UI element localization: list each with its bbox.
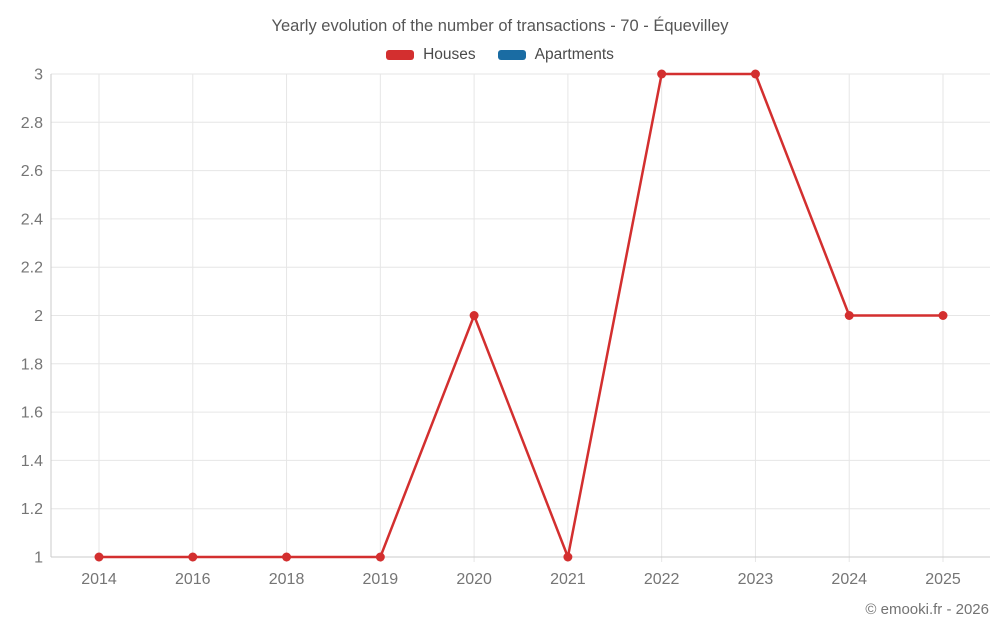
data-point (282, 552, 292, 562)
copyright: © emooki.fr - 2026 (865, 601, 989, 618)
apartments-swatch-icon (497, 50, 526, 60)
x-tick-label: 2022 (644, 571, 680, 588)
houses-swatch-icon (386, 50, 415, 60)
x-tick-label: 2014 (81, 571, 117, 588)
legend-item-apartments[interactable]: Apartments (497, 46, 614, 64)
y-tick-label: 2.4 (21, 211, 43, 228)
data-point (375, 552, 385, 562)
x-tick-label: 2019 (363, 571, 399, 588)
x-tick-label: 2018 (269, 571, 305, 588)
x-tick-label: 2020 (456, 571, 492, 588)
x-tick-label: 2021 (550, 571, 586, 588)
data-point (750, 69, 760, 79)
y-tick-label: 2.6 (21, 163, 43, 180)
y-tick-label: 1.6 (21, 405, 43, 422)
data-point (94, 552, 104, 562)
y-tick-label: 3 (34, 67, 43, 84)
data-point (657, 69, 667, 79)
data-point (188, 552, 198, 562)
data-point (844, 311, 854, 320)
data-point (938, 311, 948, 320)
x-tick-label: 2023 (738, 571, 774, 588)
legend-label-houses: Houses (423, 46, 476, 63)
y-tick-label: 2.8 (21, 115, 43, 132)
data-point (469, 311, 479, 320)
y-tick-label: 2 (34, 308, 43, 325)
y-tick-label: 1 (34, 550, 43, 567)
legend: Houses Apartments (0, 46, 1000, 64)
y-tick-label: 1.8 (21, 356, 43, 373)
x-tick-label: 2025 (925, 571, 961, 588)
y-tick-label: 1.2 (21, 501, 43, 518)
legend-item-houses[interactable]: Houses (386, 46, 476, 64)
legend-label-apartments: Apartments (534, 46, 614, 63)
x-tick-label: 2016 (175, 571, 211, 588)
y-tick-label: 2.2 (21, 260, 43, 277)
data-point (563, 552, 573, 562)
chart-title: Yearly evolution of the number of transa… (271, 17, 729, 35)
series-line-houses (97, 72, 945, 559)
x-tick-label: 2024 (831, 571, 867, 588)
y-tick-label: 1.4 (21, 453, 43, 470)
